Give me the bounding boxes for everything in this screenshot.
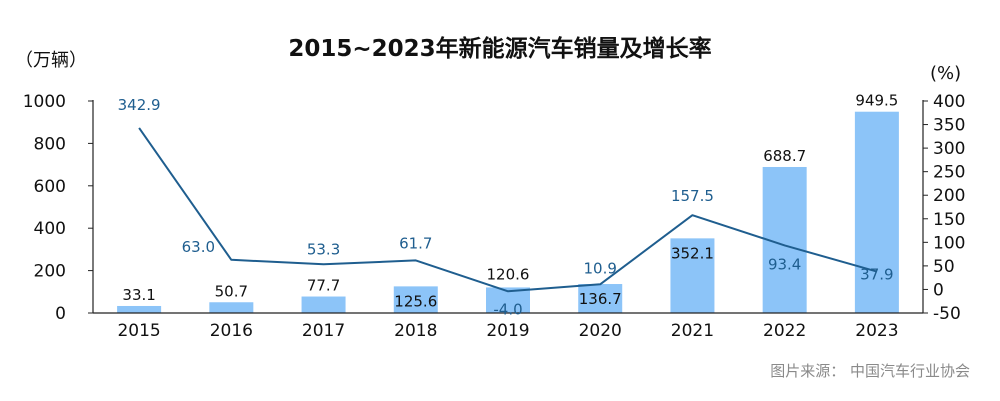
x-tick-label: 2018 xyxy=(394,321,437,341)
left-tick-label: 400 xyxy=(34,219,66,239)
bar-2016 xyxy=(209,302,254,313)
right-tick-label: 200 xyxy=(933,186,965,206)
source-note: 图片来源： 中国汽车行业协会 xyxy=(770,362,970,380)
bar-2017 xyxy=(301,296,346,313)
line-value-label: 53.3 xyxy=(307,240,340,258)
bar-value-label: 120.6 xyxy=(487,265,530,283)
line-value-label: 63.0 xyxy=(182,238,215,256)
left-axis-unit: （万辆） xyxy=(15,50,87,71)
line-value-label: 37.9 xyxy=(860,266,893,284)
left-tick-label: 0 xyxy=(55,304,66,324)
right-tick-label: 50 xyxy=(933,257,955,277)
right-tick-label: 250 xyxy=(933,163,965,183)
x-tick-label: 2022 xyxy=(763,321,806,341)
line-value-label: 342.9 xyxy=(118,96,161,114)
bar-value-label: 949.5 xyxy=(855,92,898,110)
left-tick-label: 600 xyxy=(34,177,66,197)
left-tick-label: 800 xyxy=(34,134,66,154)
x-tick-label: 2021 xyxy=(671,321,714,341)
x-tick-label: 2016 xyxy=(210,321,253,341)
x-tick-label: 2023 xyxy=(855,321,898,341)
bar-2020 xyxy=(578,284,623,313)
line-value-label: 157.5 xyxy=(671,187,714,205)
line-value-label: 10.9 xyxy=(584,259,617,277)
line-value-label: -4.0 xyxy=(493,300,522,318)
line-value-label: 61.7 xyxy=(399,234,432,252)
x-tick-label: 2019 xyxy=(486,321,529,341)
bar-value-label: 77.7 xyxy=(307,277,340,295)
right-tick-label: 0 xyxy=(933,280,944,300)
right-axis-unit: (%) xyxy=(930,63,961,84)
bar-value-label: 33.1 xyxy=(122,286,155,304)
bar-value-label: 136.7 xyxy=(579,290,622,308)
bar-value-label: 352.1 xyxy=(671,244,714,262)
bar-2023 xyxy=(854,111,899,314)
bar-value-label: 125.6 xyxy=(394,292,437,310)
bar-2021 xyxy=(670,238,715,313)
bar-2015 xyxy=(117,305,162,313)
bar-value-label: 688.7 xyxy=(763,147,806,165)
x-tick-label: 2017 xyxy=(302,321,345,341)
left-tick-label: 200 xyxy=(34,262,66,282)
line-value-label: 93.4 xyxy=(768,255,801,273)
right-tick-label: 150 xyxy=(933,210,965,230)
chart-title: 2015~2023年新能源汽车销量及增长率 xyxy=(288,35,711,62)
right-tick-label: 300 xyxy=(933,139,965,159)
bar-value-label: 50.7 xyxy=(215,282,248,300)
x-tick-label: 2015 xyxy=(117,321,160,341)
growth-rate-line xyxy=(138,127,878,293)
right-tick-label: 100 xyxy=(933,233,965,253)
bar-2018 xyxy=(393,286,438,313)
right-tick-label: 350 xyxy=(933,116,965,136)
right-tick-label: -50 xyxy=(933,304,961,324)
left-tick-label: 1000 xyxy=(23,92,66,112)
x-tick-label: 2020 xyxy=(579,321,622,341)
right-tick-label: 400 xyxy=(933,92,965,112)
plot-area: 0 200 400 600 800 1000 -50 0 50 100 150 200 250 300 35… xyxy=(23,92,966,341)
